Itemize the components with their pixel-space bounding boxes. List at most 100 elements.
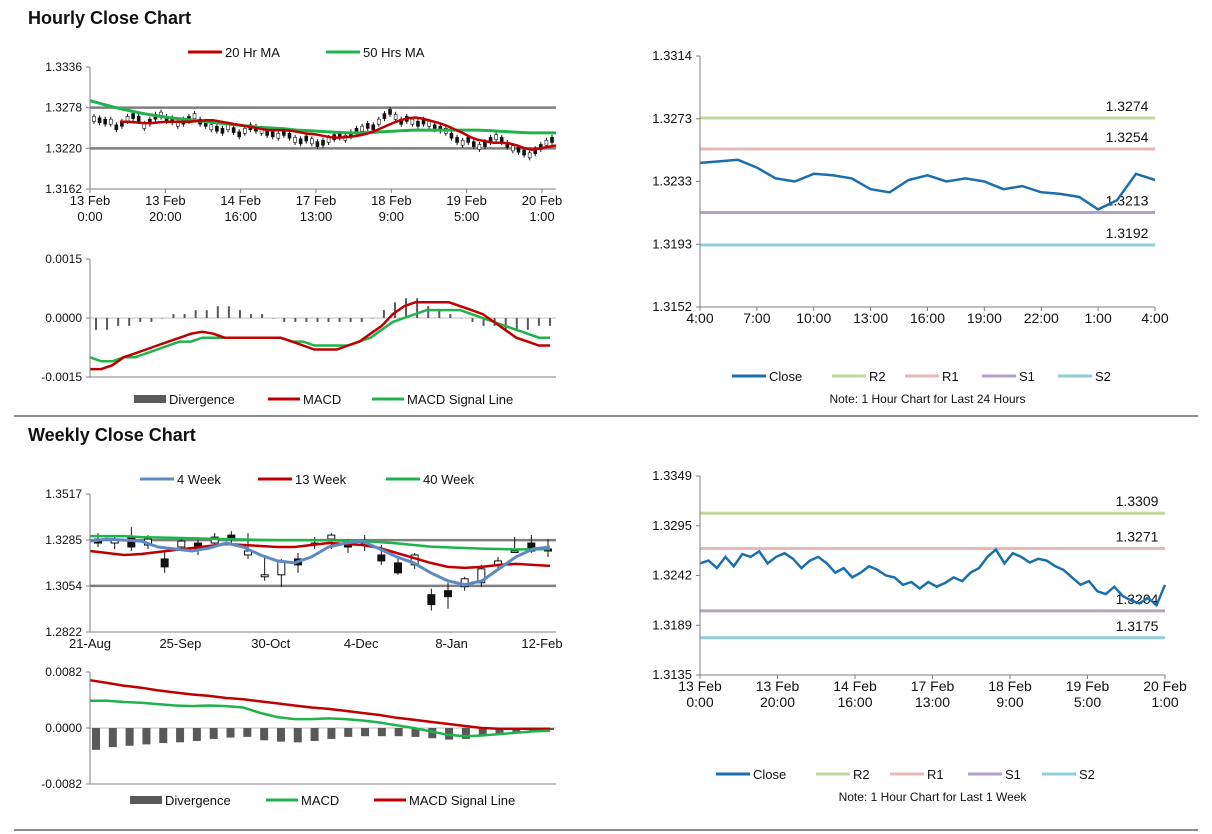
y-tick-label: 1.3517 (45, 487, 82, 501)
divergence-bar (95, 318, 97, 330)
macd-line (90, 301, 550, 371)
divergence-bar (226, 728, 235, 738)
divergence-bar (183, 314, 186, 318)
divergence-bar (205, 310, 208, 318)
macd-line (90, 699, 551, 738)
candle-body (315, 141, 320, 147)
divergence-bar (394, 728, 403, 737)
divergence-bar (310, 728, 319, 741)
candle-body (131, 113, 135, 119)
divergence-bar (327, 728, 336, 739)
candle-body (494, 134, 498, 140)
x-tick-label: 13 Feb (145, 193, 185, 208)
x-tick-label: 19 Feb (446, 193, 486, 208)
candle-body (522, 149, 526, 156)
x-tick-label: 16:00 (837, 694, 872, 710)
legend-label: Close (769, 369, 802, 384)
divergence-bar (108, 728, 117, 748)
divergence-bar (377, 728, 386, 737)
hourly-macd-chart: 0.0015 0.0000 -0.0015 Divergence MACD MACD Si… (41, 252, 556, 407)
r1-label: 1.3254 (1106, 129, 1149, 145)
divergence-bar (504, 318, 507, 330)
legend-label: 13 Week (295, 472, 347, 487)
y-tick-label: 1.3135 (652, 667, 692, 682)
legend-label: Close (753, 767, 786, 782)
legend-label: 50 Hrs MA (363, 45, 425, 60)
candle-body (260, 574, 269, 578)
x-tick-label: 20 Feb (1143, 678, 1187, 694)
divergence-bar (272, 318, 275, 319)
candle-body (310, 138, 314, 145)
y-tick-label: 1.3349 (652, 468, 692, 483)
candle-body (287, 132, 292, 139)
candle-body (388, 109, 392, 115)
w4-line (89, 537, 551, 587)
legend-label: 20 Hr MA (225, 45, 280, 60)
divergence-bar (411, 728, 420, 737)
candle-body (449, 132, 454, 139)
x-tick-label: 19 Feb (1066, 678, 1110, 694)
candle-body (427, 594, 436, 606)
hourly-24h-chart: 1.3274 1.3254 1.3213 1.3192 1.3314 1.3273 1.32… (652, 48, 1169, 406)
divergence-bar (142, 728, 151, 745)
divergence-bar (338, 318, 341, 322)
s1-label: 1.3204 (1116, 591, 1159, 607)
divergence-bar (106, 318, 109, 330)
weekly-1w-chart: 1.3309 1.3271 1.3204 1.3175 1.3349 1.3295 1.32… (652, 468, 1187, 804)
divergence-bar (438, 310, 441, 318)
divergence-bar (227, 306, 230, 318)
x-tick-label: 13:00 (300, 209, 333, 224)
divergence-bar (515, 318, 518, 330)
x-tick-label: 20:00 (149, 209, 182, 224)
divergence-bar (460, 318, 463, 319)
candle-body (460, 139, 465, 146)
candle-body (160, 558, 169, 568)
candle-body (410, 118, 415, 125)
candle-body (416, 120, 420, 127)
x-tick-label: 18 Feb (988, 678, 1032, 694)
candle-body (511, 145, 515, 152)
divergence-bar (161, 318, 164, 319)
x-tick-label: 13 Feb (756, 678, 800, 694)
legend-swatch (130, 796, 162, 804)
x-tick-label: 12-Feb (521, 636, 562, 651)
legend-label: 4 Week (177, 472, 221, 487)
legend-label: S2 (1095, 369, 1111, 384)
x-tick-label: 13:00 (853, 310, 888, 326)
candle-body (393, 113, 398, 120)
candle-body (270, 131, 275, 138)
candle-body (472, 141, 476, 147)
divergence-bar (360, 318, 363, 322)
x-tick-label: 22:00 (1024, 310, 1059, 326)
s1-label: 1.3213 (1106, 192, 1149, 208)
x-tick-label: 10:00 (796, 310, 831, 326)
candle-body (377, 554, 386, 562)
divergence-bar (260, 728, 269, 741)
y-tick-label: 1.3189 (652, 617, 692, 632)
candle-body (477, 568, 486, 584)
divergence-bar (549, 318, 551, 326)
candle-body (209, 124, 214, 131)
x-tick-label: 9:00 (379, 209, 404, 224)
divergence-bar (139, 318, 142, 322)
x-tick-label: 1:00 (529, 209, 554, 224)
legend-label: S1 (1019, 369, 1035, 384)
y-tick-label: 1.3314 (652, 48, 692, 63)
divergence-bar (495, 728, 504, 735)
candle-body (321, 139, 325, 146)
y-tick-label: -0.0015 (41, 370, 82, 384)
divergence-bar (176, 728, 185, 743)
divergence-bar (283, 318, 286, 322)
x-tick-label: 13 Feb (678, 678, 722, 694)
w13-line (89, 541, 551, 570)
divergence-bar (243, 728, 252, 737)
candle-body (466, 137, 471, 143)
x-tick-label: 20 Feb (522, 193, 562, 208)
divergence-bar (209, 728, 218, 739)
close-line (699, 158, 1156, 211)
candle-body (108, 118, 113, 125)
y-tick-label: 1.2822 (45, 625, 82, 639)
divergence-bar (478, 728, 487, 737)
y-tick-label: 1.3054 (45, 579, 82, 593)
x-tick-label: 1:00 (1085, 310, 1112, 326)
